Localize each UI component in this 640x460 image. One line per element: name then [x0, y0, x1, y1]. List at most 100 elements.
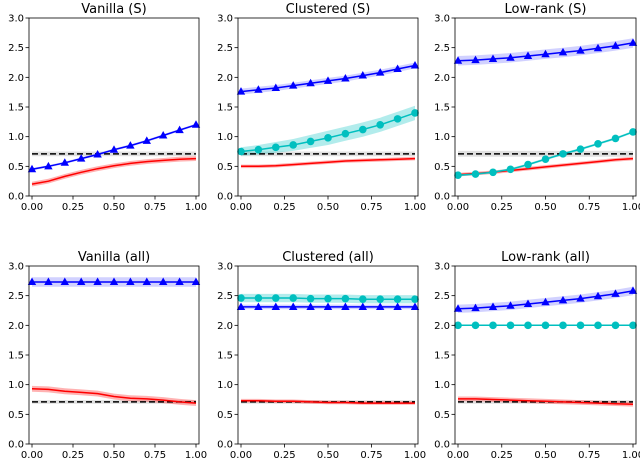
- y-tick-label: 3.0: [434, 14, 450, 25]
- data-point-blue: [77, 277, 86, 286]
- y-tick-label: 2.5: [217, 291, 233, 302]
- y-tick-label: 0.5: [8, 162, 24, 173]
- x-tick-label: 0.50: [534, 202, 556, 213]
- data-point-blue: [289, 302, 298, 310]
- panel-2: Low-rank (S) 0.0 0.5 1.0 1.5 2.0 2.5 3.0 0.00 0.2…: [434, 2, 640, 213]
- data-point-blue: [77, 154, 86, 162]
- y-tick-label: 1.5: [8, 351, 24, 362]
- panel-title: Clustered (S): [286, 2, 371, 17]
- axes-frame: [28, 17, 200, 197]
- data-point-cyan: [411, 295, 419, 304]
- data-point-cyan: [629, 128, 637, 136]
- data-point-cyan: [506, 165, 515, 174]
- data-point-cyan: [594, 139, 602, 148]
- data-point-blue: [471, 55, 480, 64]
- data-point-blue: [393, 302, 402, 310]
- data-point-blue: [142, 136, 151, 144]
- data-point-cyan: [324, 294, 332, 303]
- data-point-cyan: [559, 321, 567, 330]
- data-point-blue: [628, 286, 638, 294]
- panel-3: Vanilla (all) 0.0 0.5 1.0 1.5 2.0 2.5 3.0 0.00 0.…: [8, 250, 207, 460]
- x-tick-label: 0.00: [21, 202, 43, 213]
- x-tick-label: 0.75: [578, 202, 600, 213]
- data-point-blue: [44, 277, 53, 286]
- data-point-cyan: [559, 150, 567, 158]
- data-point-cyan: [576, 321, 585, 330]
- x-tick-label: 0.25: [491, 450, 513, 460]
- data-point-cyan: [629, 321, 637, 330]
- data-point-blue: [175, 277, 184, 286]
- data-point-cyan: [237, 147, 245, 156]
- data-point-cyan: [611, 134, 620, 143]
- data-point-blue: [306, 78, 315, 87]
- data-point-cyan: [272, 294, 280, 302]
- data-point-blue: [410, 60, 420, 69]
- data-point-cyan: [289, 141, 298, 149]
- data-point-blue: [236, 302, 246, 310]
- data-point-blue: [323, 76, 333, 84]
- data-point-blue: [376, 302, 385, 310]
- y-tick-label: 2.5: [8, 43, 24, 54]
- data-point-blue: [628, 38, 638, 46]
- y-tick-label: 1.0: [8, 380, 24, 391]
- y-tick-label: 0.5: [8, 410, 24, 421]
- panel-title: Clustered (all): [282, 250, 374, 265]
- panel-title: Low-rank (all): [501, 250, 590, 265]
- y-tick-label: 2.5: [434, 291, 450, 302]
- data-point-blue: [611, 289, 620, 297]
- data-point-blue: [271, 302, 280, 310]
- data-point-blue: [27, 164, 37, 173]
- panel-0: Vanilla (S) 0.0 0.5 1.0 1.5 2.0 2.5 3.0 0.00 0.25…: [8, 2, 207, 213]
- data-point-blue: [60, 277, 69, 286]
- y-tick-label: 2.5: [8, 291, 24, 302]
- data-point-blue: [358, 302, 367, 310]
- y-tick-label: 1.5: [434, 103, 450, 114]
- data-point-blue: [593, 291, 603, 300]
- y-tick-label: 1.0: [217, 132, 233, 143]
- data-point-blue: [323, 302, 333, 310]
- x-tick-label: 1.00: [185, 202, 207, 213]
- y-tick-label: 0.0: [217, 440, 233, 451]
- series-line-red: [458, 398, 634, 405]
- x-tick-label: 0.75: [360, 202, 382, 213]
- x-tick-label: 0.50: [103, 450, 125, 460]
- axes-frame: [28, 265, 200, 445]
- data-point-cyan: [376, 121, 385, 129]
- x-tick-label: 1.00: [404, 202, 426, 213]
- data-point-blue: [393, 64, 402, 73]
- data-point-blue: [142, 277, 151, 286]
- data-point-blue: [358, 71, 367, 79]
- data-point-blue: [453, 304, 463, 312]
- data-point-blue: [471, 303, 480, 312]
- y-tick-label: 0.0: [8, 192, 24, 203]
- data-point-cyan: [306, 137, 315, 146]
- x-tick-label: 1.00: [622, 450, 640, 460]
- y-tick-label: 1.0: [434, 132, 450, 143]
- y-tick-label: 0.0: [8, 440, 24, 451]
- data-point-blue: [175, 125, 184, 134]
- band-baseline: [458, 150, 633, 157]
- data-point-cyan: [489, 168, 497, 177]
- data-point-cyan: [454, 171, 462, 180]
- data-point-blue: [254, 85, 263, 93]
- y-tick-label: 0.0: [217, 192, 233, 203]
- y-tick-label: 1.5: [434, 351, 450, 362]
- data-point-blue: [488, 302, 498, 310]
- data-point-cyan: [524, 160, 532, 169]
- y-tick-label: 3.0: [434, 262, 450, 273]
- x-tick-label: 0.25: [273, 450, 295, 460]
- data-point-blue: [541, 49, 550, 58]
- data-point-blue: [126, 141, 135, 149]
- data-point-blue: [506, 301, 515, 309]
- y-tick-label: 2.0: [8, 321, 24, 332]
- data-point-cyan: [359, 295, 367, 304]
- x-tick-label: 0.50: [317, 202, 339, 213]
- band-cyan: [241, 105, 415, 156]
- x-tick-label: 1.00: [622, 202, 640, 213]
- x-tick-label: 0.00: [230, 450, 252, 460]
- y-tick-label: 2.0: [434, 321, 450, 332]
- data-point-blue: [611, 41, 620, 49]
- data-point-blue: [376, 68, 385, 76]
- x-tick-label: 0.75: [144, 202, 166, 213]
